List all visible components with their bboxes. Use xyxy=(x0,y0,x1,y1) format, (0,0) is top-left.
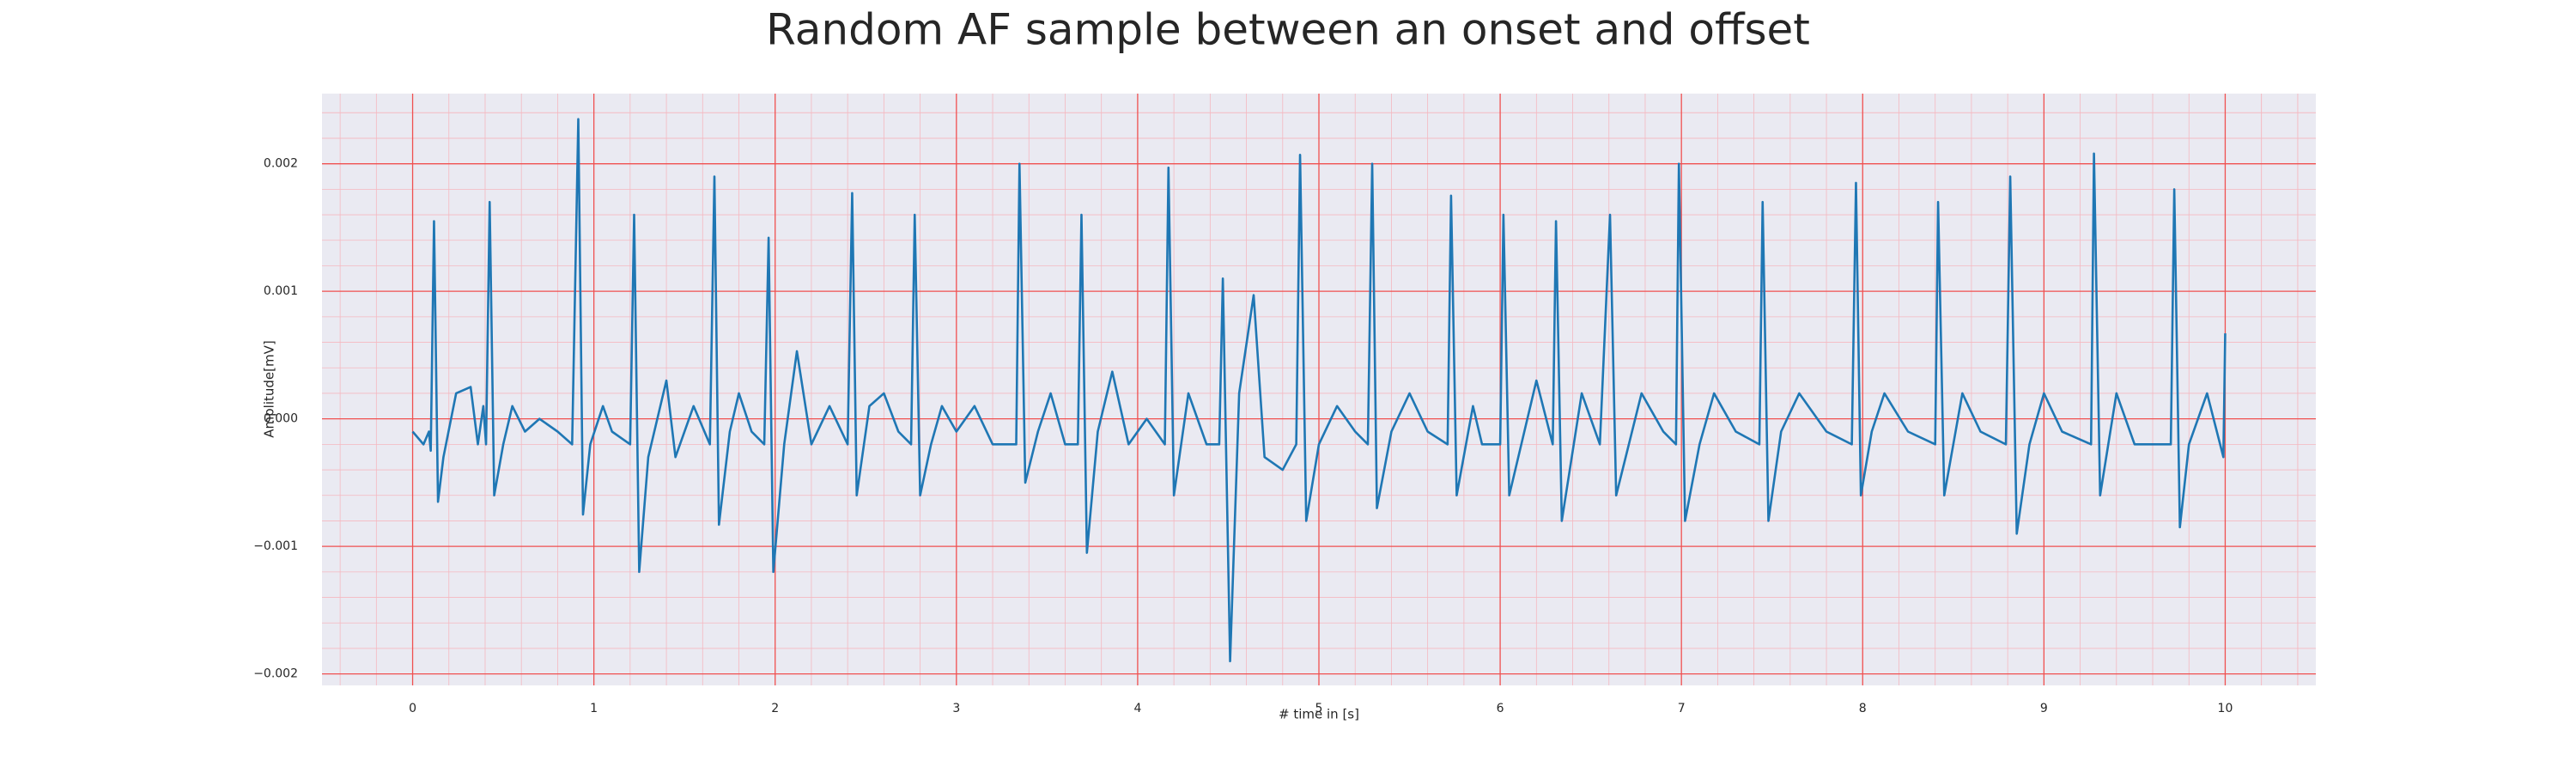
x-tick-label: 1 xyxy=(590,702,598,715)
x-tick-label: 6 xyxy=(1497,702,1504,715)
x-tick-label: 7 xyxy=(1678,702,1686,715)
chart-title: Random AF sample between an onset and of… xyxy=(766,5,1810,55)
y-tick-label: 0.000 xyxy=(264,412,298,426)
x-tick-label: 4 xyxy=(1133,702,1141,715)
x-tick-label: 5 xyxy=(1315,702,1323,715)
x-axis-label: # time in [s] xyxy=(1279,707,1359,722)
y-tick-label: −0.002 xyxy=(253,667,298,681)
y-tick-label: 0.001 xyxy=(264,284,298,298)
y-tick-label: −0.001 xyxy=(253,539,298,553)
x-tick-label: 0 xyxy=(409,702,416,715)
signal-line xyxy=(411,118,2227,663)
x-tick-label: 10 xyxy=(2218,702,2233,715)
x-tick-label: 2 xyxy=(771,702,779,715)
x-tick-label: 3 xyxy=(952,702,960,715)
y-tick-label: 0.002 xyxy=(264,157,298,171)
x-tick-label: 9 xyxy=(2040,702,2048,715)
y-axis-label: Amplitude[mV] xyxy=(262,340,277,437)
x-tick-label: 8 xyxy=(1859,702,1867,715)
